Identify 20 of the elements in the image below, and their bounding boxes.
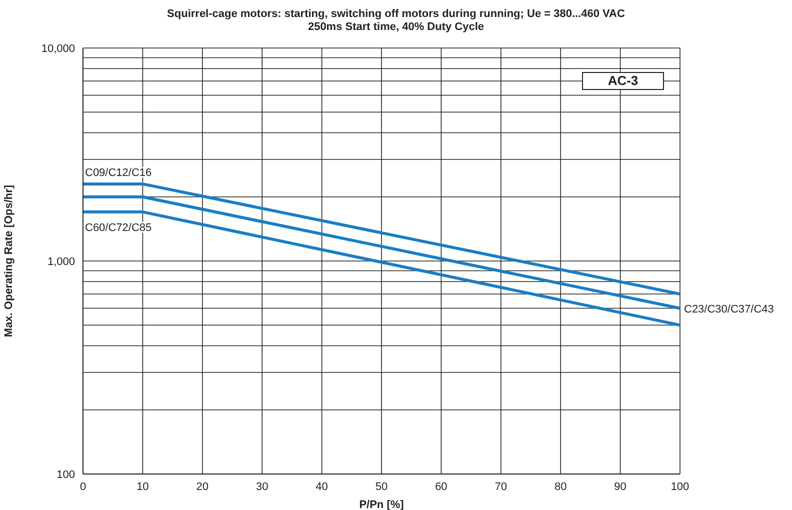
y-tick-label: 1,000 [47, 256, 75, 268]
y-axis-title: Max. Operating Rate [Ops/hr] [2, 184, 15, 338]
x-tick-label: 30 [256, 480, 268, 493]
x-tick-label: 100 [670, 480, 690, 493]
x-tick-label: 10 [136, 480, 149, 493]
x-tick-label: 0 [80, 480, 86, 493]
y-tick-label: 100 [56, 468, 75, 481]
text-frame: AC-3 [582, 72, 664, 90]
chart-title: Squirrel-cage motors: starting, switching off motors during running; Ue = 380...460 VAC [166, 8, 626, 21]
x-tick-label: 60 [435, 480, 448, 493]
x-tick-label: 50 [375, 480, 388, 493]
x-axis-title: P/Pn [%] [359, 499, 404, 510]
x-tick-label: 40 [316, 480, 328, 493]
series-label: C23/C30/C37/C43 [684, 303, 774, 316]
x-tick-label: 80 [554, 480, 567, 493]
x-tick-label: 20 [196, 480, 209, 493]
x-tick-label: 90 [614, 480, 626, 493]
chart-subtitle: 250ms Start time, 40% Duty Cycle [306, 21, 486, 34]
y-tick-label: 10,000 [41, 42, 75, 55]
x-tick-label: 70 [494, 480, 508, 493]
